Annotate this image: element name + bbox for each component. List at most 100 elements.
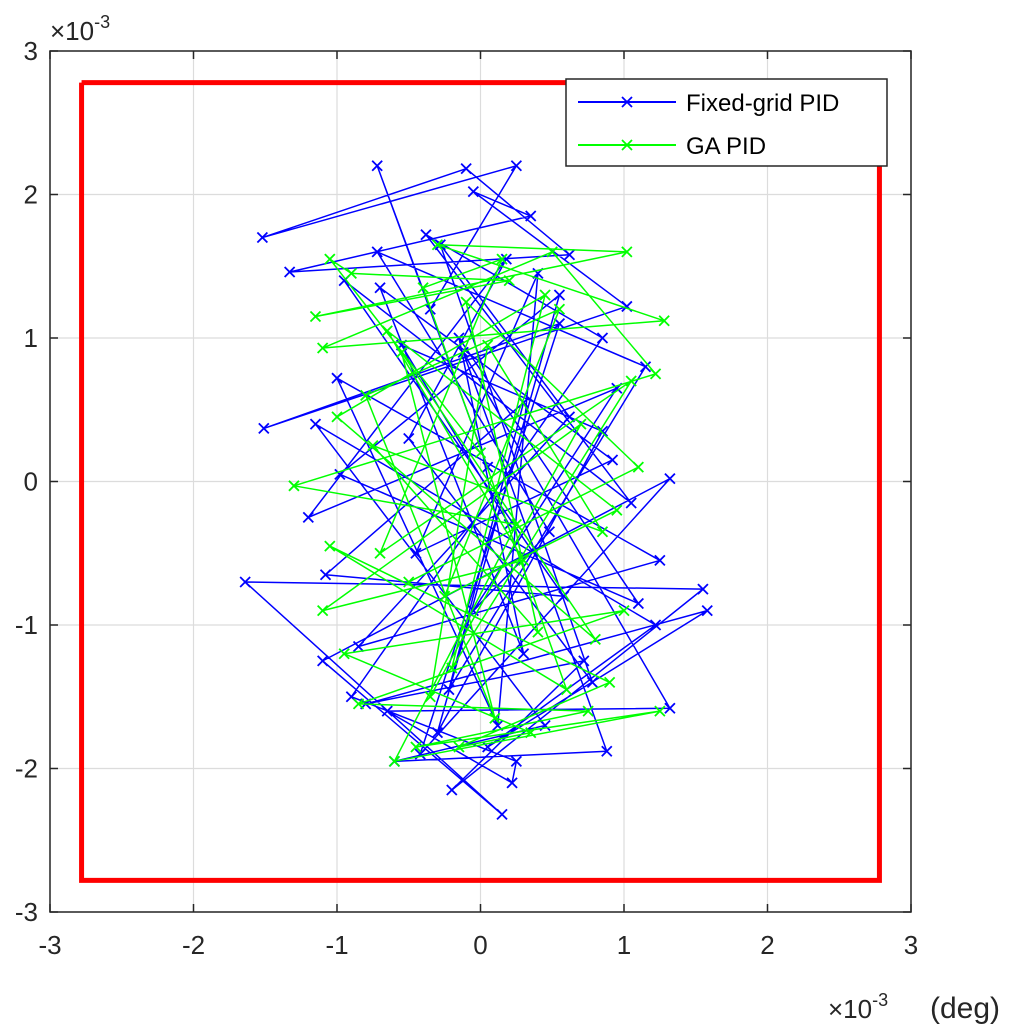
marker-stroke	[317, 342, 329, 354]
marker-stroke	[309, 310, 322, 323]
data-point-marker	[639, 361, 652, 373]
data-point-marker	[352, 698, 365, 710]
marker-stroke	[625, 375, 637, 387]
marker-stroke	[309, 418, 322, 430]
data-point-marker	[575, 418, 587, 430]
data-point-marker	[309, 310, 322, 323]
x-tick-label: -2	[182, 930, 205, 960]
data-point-marker	[410, 547, 422, 559]
y-tick-label: 1	[24, 323, 38, 353]
marker-stroke	[553, 289, 566, 301]
data-point-marker	[388, 755, 401, 767]
marker-stroke	[510, 755, 523, 767]
marker-stroke	[410, 741, 422, 753]
marker-stroke	[284, 266, 296, 278]
y-tick-labels: -3 -2 -1 0 1 2 3	[15, 36, 38, 927]
y-tick-label: 0	[24, 467, 38, 497]
marker-stroke	[319, 569, 332, 581]
marker-stroke	[371, 246, 383, 258]
marker-stroke	[604, 676, 616, 689]
data-point-marker	[395, 346, 408, 358]
marker-stroke	[424, 691, 436, 703]
y-tick-label: -3	[15, 897, 38, 927]
y-tick-label: -2	[15, 754, 38, 784]
data-point-marker	[381, 325, 393, 337]
marker-stroke	[575, 418, 587, 430]
y-axis-exponent-value: -3	[94, 12, 110, 32]
marker-stroke	[352, 640, 365, 653]
series-group	[239, 160, 713, 821]
data-point-marker	[324, 540, 336, 552]
data-point-marker	[503, 274, 515, 287]
marker-stroke	[500, 253, 512, 265]
legend-label-ga: GA PID	[686, 133, 766, 160]
data-point-marker	[586, 676, 599, 689]
data-point-marker	[604, 676, 616, 689]
marker-stroke	[664, 472, 676, 485]
marker-stroke	[403, 576, 415, 588]
marker-stroke	[546, 246, 558, 258]
data-point-marker	[367, 439, 379, 452]
data-point-marker	[460, 296, 472, 308]
x-tick-label: 2	[760, 930, 774, 960]
marker-stroke	[417, 282, 429, 294]
data-point-marker	[500, 253, 512, 265]
marker-stroke	[701, 605, 713, 617]
data-point-marker	[309, 418, 322, 430]
marker-stroke	[582, 705, 594, 717]
marker-stroke	[381, 325, 393, 337]
data-point-marker	[410, 741, 422, 753]
data-point-marker	[525, 726, 537, 739]
data-point-marker	[697, 583, 709, 595]
marker-stroke	[558, 590, 570, 602]
data-point-marker	[596, 526, 609, 538]
marker-stroke	[589, 633, 601, 645]
marker-stroke	[697, 583, 709, 595]
data-point-marker	[539, 289, 551, 301]
legend: Fixed-grid PID GA PID	[565, 78, 888, 167]
data-point-marker	[496, 808, 508, 821]
marker-stroke	[317, 655, 329, 667]
data-point-marker	[632, 461, 644, 473]
y-tick-label: 2	[24, 180, 38, 210]
marker-stroke	[625, 497, 637, 509]
marker-stroke	[611, 504, 623, 516]
marker-stroke	[639, 361, 652, 373]
data-point-marker	[701, 605, 713, 617]
data-point-marker	[443, 683, 455, 696]
legend-marker-ga	[621, 139, 633, 151]
marker-stroke	[578, 655, 590, 667]
marker-stroke	[621, 96, 633, 108]
data-point-marker	[596, 425, 609, 437]
marker-stroke	[317, 605, 329, 617]
marker-stroke	[496, 808, 508, 821]
x-tick-label: 0	[473, 930, 487, 960]
marker-stroke	[649, 368, 662, 380]
marker-stroke	[532, 626, 544, 638]
data-point-marker	[563, 249, 576, 261]
marker-stroke	[596, 526, 609, 538]
data-point-marker	[525, 210, 537, 222]
marker-stroke	[302, 511, 314, 524]
data-point-marker	[601, 745, 613, 757]
marker-stroke	[525, 210, 537, 222]
marker-stroke	[256, 231, 269, 244]
data-point-marker	[403, 432, 415, 445]
data-point-marker	[352, 640, 365, 653]
marker-stroke	[388, 755, 401, 767]
marker-stroke	[654, 705, 666, 717]
marker-stroke	[553, 318, 566, 330]
data-point-marker	[664, 702, 676, 714]
data-point-marker	[431, 239, 444, 251]
marker-stroke	[331, 372, 343, 384]
marker-stroke	[503, 274, 515, 287]
data-point-marker	[474, 447, 487, 459]
tick-marks	[49, 50, 912, 913]
y-axis-exponent: ×10-3	[50, 12, 110, 46]
marker-stroke	[632, 461, 644, 473]
marker-stroke	[474, 447, 487, 459]
x-tick-label: 1	[617, 930, 631, 960]
legend-marker-fixed-grid	[621, 96, 633, 108]
marker-stroke	[446, 662, 458, 674]
marker-stroke	[596, 425, 609, 437]
